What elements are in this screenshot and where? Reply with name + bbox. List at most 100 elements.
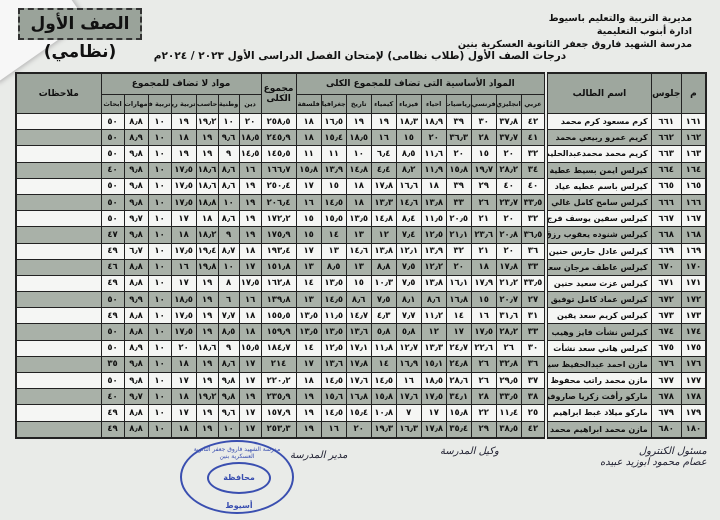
grade-cell: ١٠٫٣: [370, 274, 397, 293]
grades-table: م جلوس اسم الطالب المواد الأساسية التى ت…: [15, 72, 708, 439]
grade-cell: ١٧٫٥: [170, 177, 197, 195]
grade-cell: ١٩: [195, 129, 219, 147]
total-cell: ٢٥٣٫٣: [260, 420, 297, 439]
grade-cell: ١٣٫٨: [420, 193, 447, 212]
grade-cell: ٢٠: [420, 129, 447, 147]
grade-cell: ٢١٫٢: [495, 274, 522, 293]
grade-cell: ١٤٫٥: [320, 371, 347, 390]
grade-cell: ٢٩: [470, 420, 497, 439]
deputy-signature: وكيل المدرسة: [440, 446, 499, 457]
seat-number: ٦٦٦: [650, 193, 682, 212]
grade-cell: ٣٢: [520, 210, 547, 228]
grade-cell: ١٨: [170, 420, 197, 439]
grade-cell: ١٣: [345, 258, 372, 276]
grade-cell: ٣١: [520, 307, 547, 325]
grade-cell: ١٨: [345, 193, 372, 212]
grade-cell: ١٥٫٨: [295, 161, 322, 179]
grade-cell: ٢٠٫٨: [495, 226, 522, 244]
student-name: كيرلس باسم عطيه عياد: [544, 177, 652, 195]
grade-cell: ١٧٫٥: [238, 274, 262, 293]
total-cell: ١٩٣٫٤: [260, 242, 297, 260]
notes-cell: [15, 274, 102, 293]
grade-cell: ١٨: [170, 129, 197, 147]
grade-cell: ١٣٫٨: [420, 274, 447, 293]
row-number: ١٧٩: [680, 404, 707, 422]
grade-cell: ١٩٫٢: [195, 388, 219, 406]
row-number: ١٧٣: [680, 307, 707, 325]
grade-cell: ١٥: [470, 291, 497, 309]
grade-cell: ٥٠: [100, 291, 125, 309]
student-name: كرم مسعود كرم محمد: [544, 112, 652, 131]
grade-cell: ٢٠: [495, 145, 522, 163]
grade-cell: ٣٨: [520, 388, 547, 406]
total-cell: ١٤٥٫٥: [260, 145, 297, 163]
grade-cell: ١٢٫٢: [420, 258, 447, 276]
grade-cell: ٥٫٨: [395, 323, 422, 341]
grade-cell: ٣٧: [520, 371, 547, 390]
col-other-subject: تربية فنية: [147, 94, 172, 114]
grade-cell: ٢١: [470, 210, 497, 228]
grade-cell: ١٧٫٨: [345, 355, 372, 374]
grade-cell: ١٧٫٥: [470, 323, 497, 341]
grade-cell: ١٨: [170, 388, 197, 406]
table-row: ١٦٢ ٦٦٢ كريم عمرو ربيعي محمد ٤١ ٣٧٫٧ ٢٨ ٣٦٫٣ ٢٠…: [15, 129, 707, 147]
grade-cell: ٩٫٦: [217, 404, 240, 422]
grade-cell: ٣٣: [520, 258, 547, 276]
grade-cell: ١٥٫٦: [320, 388, 347, 406]
grade-cell: ١٥: [295, 226, 322, 244]
grade-cell: ١٣٫٣: [370, 193, 397, 212]
grade-cell: ٧٫٥: [395, 258, 422, 276]
grade-cell: ١٣٫٥: [295, 307, 322, 325]
grade-cell: ١٤٫٨: [345, 161, 372, 179]
grade-cell: ١٢٫١: [395, 242, 422, 260]
grade-cell: ١٢٫٥: [320, 339, 347, 357]
grade-cell: ١٧: [295, 242, 322, 260]
grade-cell: ١٧٫٥: [170, 323, 197, 341]
row-number: ١٧٦: [680, 355, 707, 374]
grade-cell: ٨٫٨: [370, 258, 397, 276]
row-number: ١٦١: [680, 112, 707, 131]
grade-cell: ٨: [217, 274, 240, 293]
group-added: المواد الأساسية التى تضاف للمجموع الكلى: [295, 72, 547, 95]
grade-cell: ١٧٫٥: [170, 307, 197, 325]
grade-cell: ١٥٫٥: [238, 339, 262, 357]
grade-cell: ٣٠: [470, 112, 497, 131]
grade-cell: ٤٦: [100, 258, 125, 276]
grade-cell: ٨٫٩: [123, 129, 149, 147]
grade-cell: ١٤: [445, 307, 472, 325]
grade-cell: ٨٫٦: [345, 291, 372, 309]
student-name: كيرلس سفين يوسف فرج: [544, 210, 652, 228]
grade-cell: ٤٠: [495, 177, 522, 195]
grade-cell: ٢٣٫٦: [470, 226, 497, 244]
grade-cell: ١٨: [238, 307, 262, 325]
grade-cell: ٤٩: [100, 242, 125, 260]
total-cell: ٢٥٨٫٥: [260, 112, 297, 131]
grade-cell: ١٠: [217, 193, 240, 212]
col-name: اسم الطالب: [544, 72, 652, 114]
grade-cell: ١٦: [170, 258, 197, 276]
seat-number: ٦٦١: [650, 112, 682, 131]
grade-cell: ٣٥٫٤: [445, 420, 472, 439]
total-cell: ١٦٦٫٧: [260, 161, 297, 179]
col-other-subject: وطنية: [217, 94, 240, 114]
seat-number: ٦٦٤: [650, 161, 682, 179]
row-number: ١٦٩: [680, 242, 707, 260]
grade-cell: ١٠: [147, 291, 172, 309]
grade-cell: ١٧: [238, 371, 262, 390]
grade-cell: ٩: [217, 145, 240, 163]
grade-cell: ١٦٫٥: [320, 112, 347, 131]
student-name: كيرلس شنوده يعقوب رزق: [544, 226, 652, 244]
grade-cell: ٢٥: [520, 404, 547, 422]
grade-cell: ١٠: [345, 145, 372, 163]
student-name: ماركو ميلاد غبط ابراهيم: [544, 404, 652, 422]
grade-cell: ٣٠: [520, 339, 547, 357]
grade-cell: ٩٫٨: [123, 226, 149, 244]
grade-cell: ١٥: [345, 274, 372, 293]
total-cell: ٢٣٥٫٩: [260, 388, 297, 406]
grade-cell: ١٦: [320, 420, 347, 439]
col-other-subject: دين: [238, 94, 262, 114]
table-row: ١٧٢ ٦٧٢ كيرلس عماد كامل توفيق ٢٧ ٢٠٫٧ ١٥ ١٦٫٨ ٨…: [15, 291, 707, 309]
row-number: ١٧٨: [680, 388, 707, 406]
grade-cell: ١٦: [238, 291, 262, 309]
grade-cell: ٢٨٫٢: [495, 323, 522, 341]
